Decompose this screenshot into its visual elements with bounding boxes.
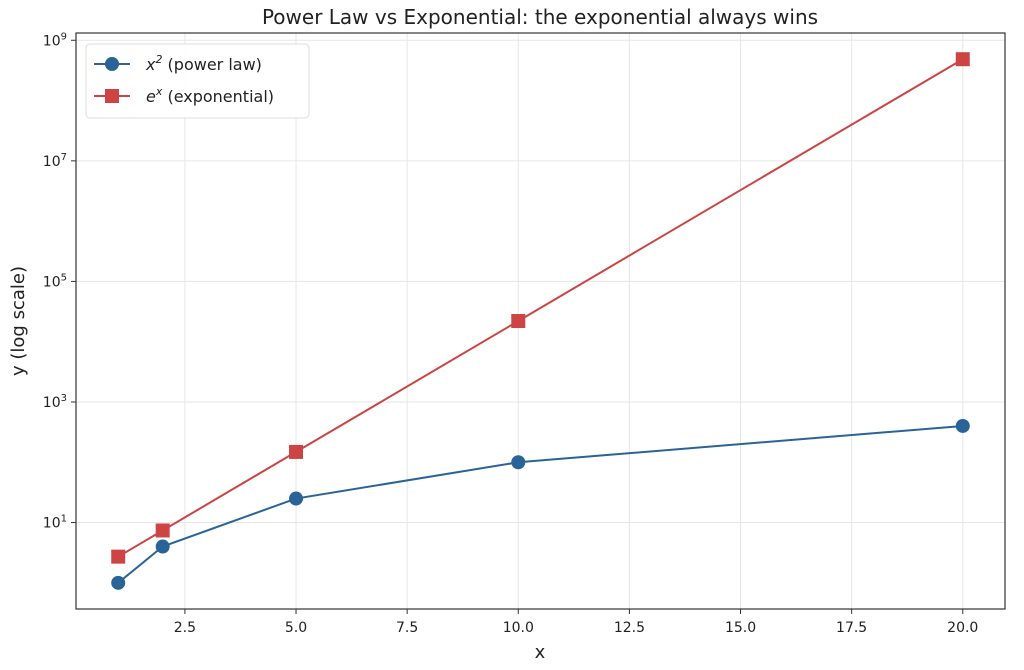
data-point bbox=[155, 539, 170, 554]
data-point bbox=[111, 549, 126, 564]
ticks: 2.5 5.0 7.5 10.0 12.5 15.0 17.5 20.0 101 103 105 10… bbox=[43, 31, 979, 636]
legend-marker bbox=[105, 89, 119, 103]
legend-box bbox=[85, 43, 310, 119]
x-tick-label: 15.0 bbox=[725, 620, 756, 636]
x-tick-label: 7.5 bbox=[396, 620, 418, 636]
data-point bbox=[289, 491, 304, 506]
x-tick-label: 2.5 bbox=[174, 620, 196, 636]
y-tick-label: 109 bbox=[43, 31, 67, 49]
x-tick-label: 12.5 bbox=[614, 620, 645, 636]
data-point bbox=[955, 52, 970, 67]
x-tick-label: 20.0 bbox=[947, 620, 978, 636]
data-point bbox=[289, 444, 304, 459]
data-point bbox=[511, 455, 526, 470]
y-tick-label: 105 bbox=[43, 272, 67, 290]
x-tick-label: 10.0 bbox=[503, 620, 534, 636]
x-tick-label: 17.5 bbox=[836, 620, 867, 636]
y-tick-label: 101 bbox=[43, 514, 67, 532]
x-tick-label: 5.0 bbox=[285, 620, 307, 636]
data-point bbox=[955, 418, 970, 433]
grid bbox=[76, 33, 1005, 609]
y-tick-label: 103 bbox=[43, 393, 67, 411]
legend: x2 (power law) ex (exponential) bbox=[85, 43, 310, 119]
data-point bbox=[511, 314, 526, 329]
y-axis-label: y (log scale) bbox=[8, 266, 29, 376]
series-line bbox=[117, 58, 964, 558]
series-line bbox=[117, 424, 963, 584]
data-point bbox=[155, 523, 170, 538]
x-axis-label: x bbox=[535, 642, 546, 663]
legend-marker bbox=[105, 57, 119, 71]
y-tick-label: 107 bbox=[43, 152, 67, 170]
legend-label: x2 (power law) bbox=[145, 53, 262, 74]
chart-title: Power Law vs Exponential: the exponentia… bbox=[262, 5, 818, 29]
data-point bbox=[111, 575, 126, 590]
legend-label: ex (exponential) bbox=[146, 85, 274, 106]
plot-frame bbox=[75, 32, 1006, 610]
series-layer bbox=[111, 52, 970, 590]
